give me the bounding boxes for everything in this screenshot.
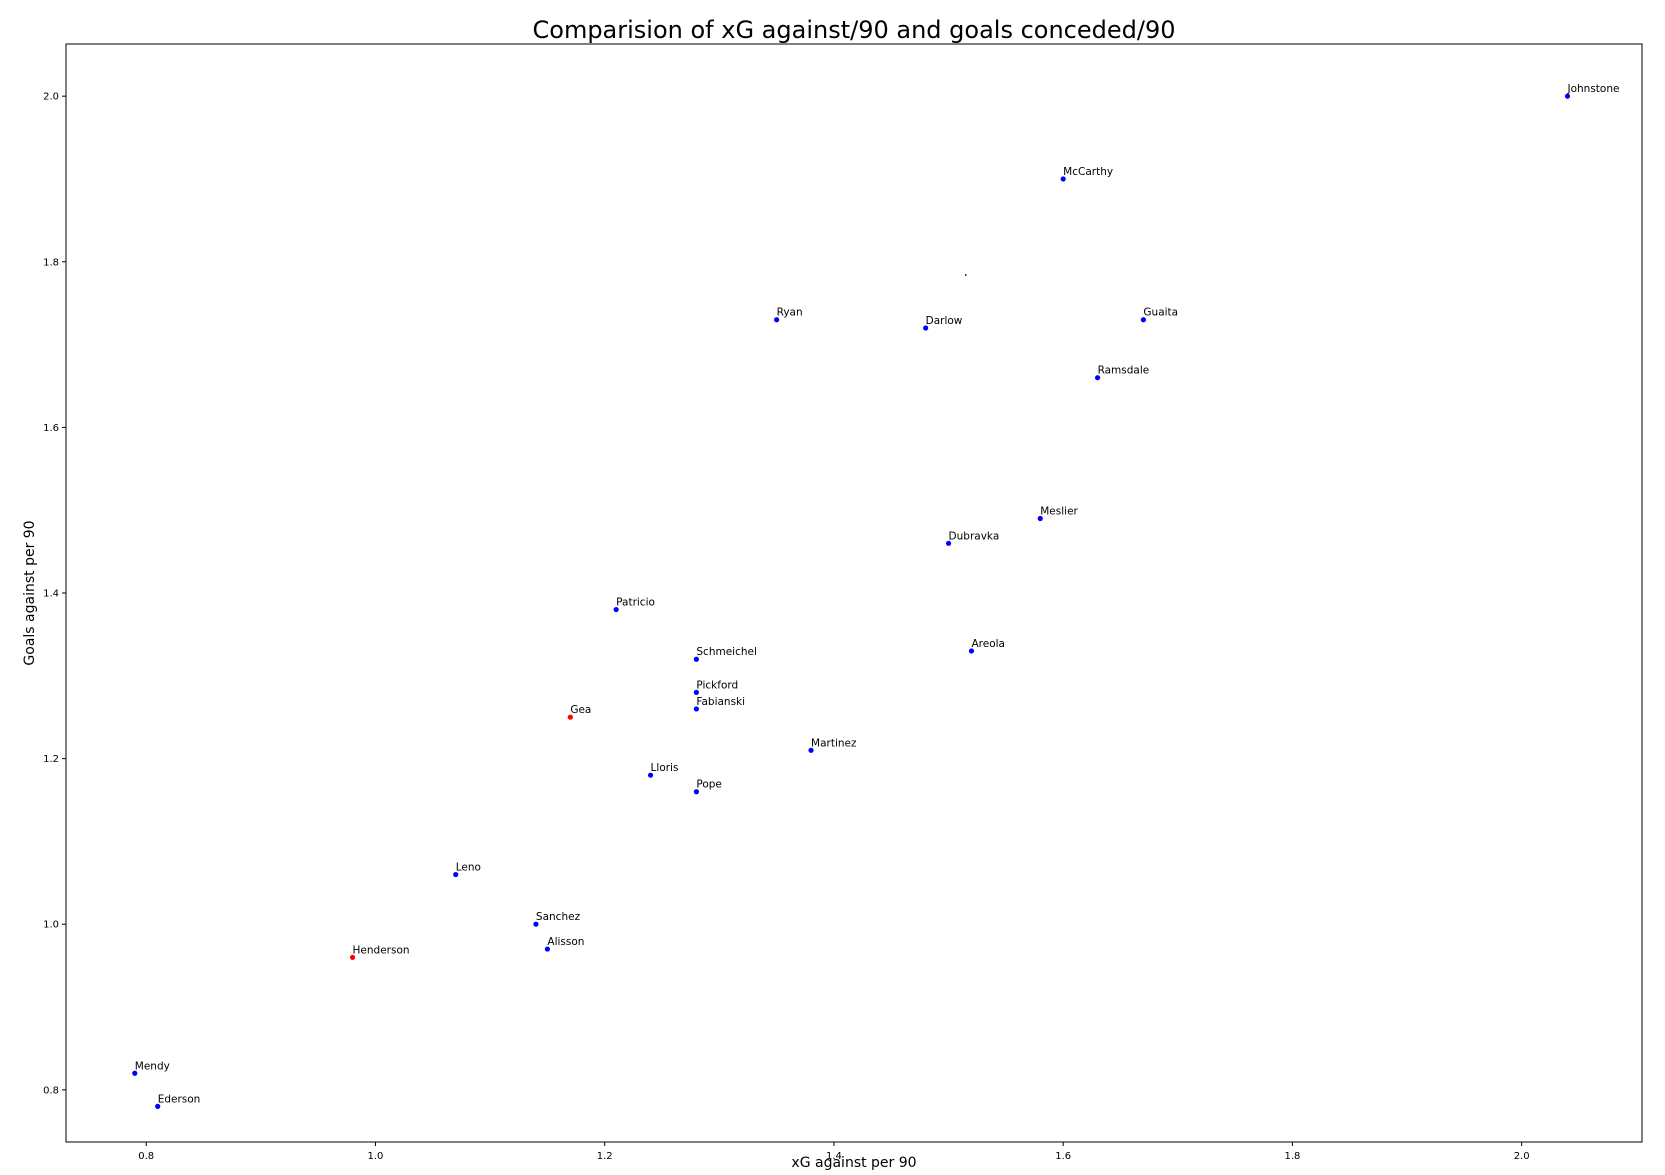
data-point-label: Dubravka <box>949 530 1000 542</box>
data-point <box>533 921 539 927</box>
data-point <box>774 317 780 323</box>
x-tick-label: 0.8 <box>138 1151 154 1162</box>
y-tick-label: 2.0 <box>43 92 59 103</box>
x-tick-label: 1.2 <box>597 1151 613 1162</box>
x-tick-label: 1.0 <box>368 1151 384 1162</box>
data-point-label: Alisson <box>547 936 584 948</box>
y-tick-label: 1.2 <box>43 754 59 765</box>
data-point-label: Leno <box>456 862 481 874</box>
data-point <box>808 747 814 753</box>
data-point-label: Areola <box>971 638 1005 650</box>
data-point-label: Martinez <box>811 737 857 749</box>
data-point <box>693 706 700 712</box>
data-point-label: Schmeichel <box>696 646 757 658</box>
y-tick-label: 1.0 <box>43 920 59 931</box>
data-point <box>693 656 700 662</box>
data-point <box>155 1103 161 1109</box>
data-point <box>1094 375 1101 381</box>
data-point <box>968 648 975 654</box>
data-point-label: Ederson <box>158 1093 201 1105</box>
stray-mark <box>964 274 967 276</box>
data-point <box>349 954 356 960</box>
data-point-label: Gea <box>570 704 591 716</box>
data-point-label: Ramsdale <box>1098 365 1150 377</box>
data-point-label: Henderson <box>353 944 410 956</box>
data-point <box>132 1070 138 1076</box>
data-point-label: Johnstone <box>1566 83 1619 95</box>
x-axis-title: xG against per 90 <box>791 1155 916 1171</box>
data-point-label: Pope <box>696 779 722 791</box>
y-axis-title: Goals against per 90 <box>22 520 38 665</box>
data-point-label: McCarthy <box>1063 166 1113 178</box>
x-tick-label: 2.0 <box>1514 1151 1530 1162</box>
data-point <box>693 689 700 695</box>
x-tick-label: 1.8 <box>1284 1151 1300 1162</box>
data-point-label: Guaita <box>1143 307 1178 319</box>
data-point <box>1060 176 1066 182</box>
data-point <box>1037 515 1043 522</box>
data-point <box>544 946 550 952</box>
data-point-label: Pickford <box>696 679 738 691</box>
x-axis-ticks: 0.8 1.0 1.2 1.4 1.6 1.8 2.0 <box>138 1142 1530 1162</box>
data-point-label: Patricio <box>616 597 655 609</box>
y-axis-ticks: 0.8 1.0 1.2 1.4 1.6 1.8 2.0 <box>43 92 66 1096</box>
y-tick-label: 0.8 <box>43 1085 59 1096</box>
data-point-label: Ryan <box>777 307 803 319</box>
plot-frame <box>65 43 1643 1143</box>
data-point-label: Meslier <box>1040 505 1078 517</box>
data-points <box>132 93 1571 1109</box>
data-point-label: Sanchez <box>536 911 581 923</box>
x-tick-label: 1.6 <box>1055 1151 1071 1162</box>
data-point-label: Lloris <box>651 762 679 774</box>
stray-marks <box>964 274 967 276</box>
y-tick-label: 1.4 <box>43 589 59 600</box>
data-point <box>693 789 700 795</box>
y-tick-label: 1.6 <box>43 423 59 434</box>
data-point <box>567 714 573 720</box>
data-point-labels: Johnstone McCarthy Ryan Darlow Guaita Ramsdal… <box>135 83 1620 1105</box>
data-point <box>1564 93 1571 99</box>
data-point <box>945 540 952 546</box>
data-point <box>613 606 619 613</box>
data-point <box>453 871 459 878</box>
data-point-label: Mendy <box>135 1060 170 1072</box>
x-tick-label: 1.4 <box>826 1151 842 1162</box>
data-point-label: Darlow <box>926 315 963 327</box>
y-tick-label: 1.8 <box>43 257 59 268</box>
data-point <box>923 325 929 331</box>
data-point <box>1140 317 1147 323</box>
data-point <box>647 772 654 778</box>
data-point-label: Fabianski <box>696 696 745 708</box>
chart-title: Comparision of xG against/90 and goals c… <box>533 16 1176 44</box>
